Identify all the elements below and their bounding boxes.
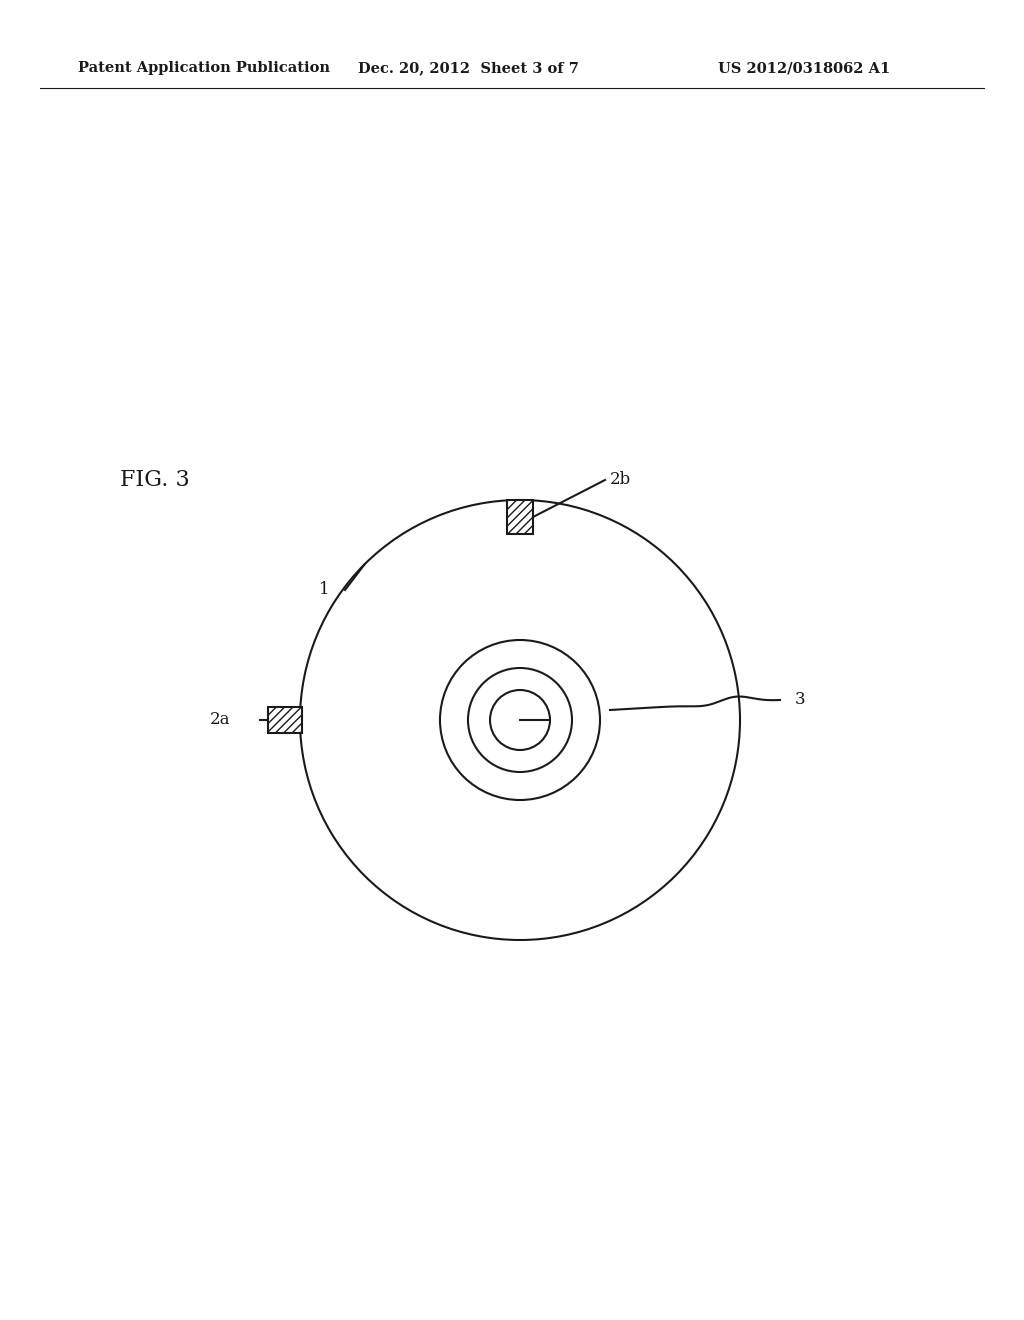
Text: 2a: 2a	[210, 711, 230, 729]
Text: Dec. 20, 2012  Sheet 3 of 7: Dec. 20, 2012 Sheet 3 of 7	[358, 61, 579, 75]
Bar	[507, 500, 534, 535]
Bar	[268, 708, 302, 733]
Text: 1: 1	[319, 582, 330, 598]
Text: Patent Application Publication: Patent Application Publication	[78, 61, 330, 75]
Text: FIG. 3: FIG. 3	[120, 469, 189, 491]
Text: 2b: 2b	[610, 471, 631, 488]
Text: US 2012/0318062 A1: US 2012/0318062 A1	[718, 61, 890, 75]
Text: 3: 3	[795, 692, 806, 709]
